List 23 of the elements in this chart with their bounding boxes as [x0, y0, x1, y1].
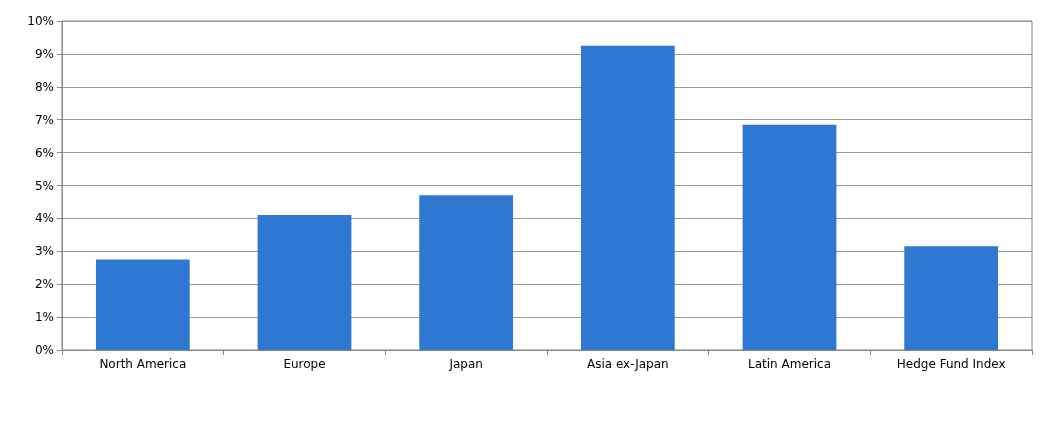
y-tick-label: 3% — [34, 244, 54, 259]
x-tick-label: Hedge Fund Index — [896, 357, 1006, 371]
y-tick-label: 10% — [27, 14, 54, 28]
y-tick-label: 1% — [34, 310, 54, 325]
x-tick-label: Latin America — [748, 357, 831, 371]
bar — [419, 195, 514, 350]
bar — [580, 45, 675, 350]
bar — [257, 215, 352, 350]
y-tick-label: 5% — [34, 178, 54, 193]
x-tick-label: Asia ex-Japan — [586, 357, 669, 371]
y-tick-label: 8% — [34, 79, 54, 94]
x-tick-label: North America — [99, 357, 187, 371]
x-tick-label: Europe — [283, 357, 326, 371]
y-tick-label: 9% — [34, 46, 54, 61]
y-tick-label: 6% — [34, 145, 54, 160]
bar — [904, 246, 999, 350]
bar — [95, 259, 190, 350]
y-tick-label: 0% — [34, 343, 54, 357]
y-tick-label: 2% — [34, 277, 54, 292]
y-tick-label: 4% — [34, 211, 54, 226]
y-tick-label: 7% — [34, 112, 54, 127]
x-tick-label: Japan — [448, 357, 483, 371]
bar — [742, 124, 837, 350]
